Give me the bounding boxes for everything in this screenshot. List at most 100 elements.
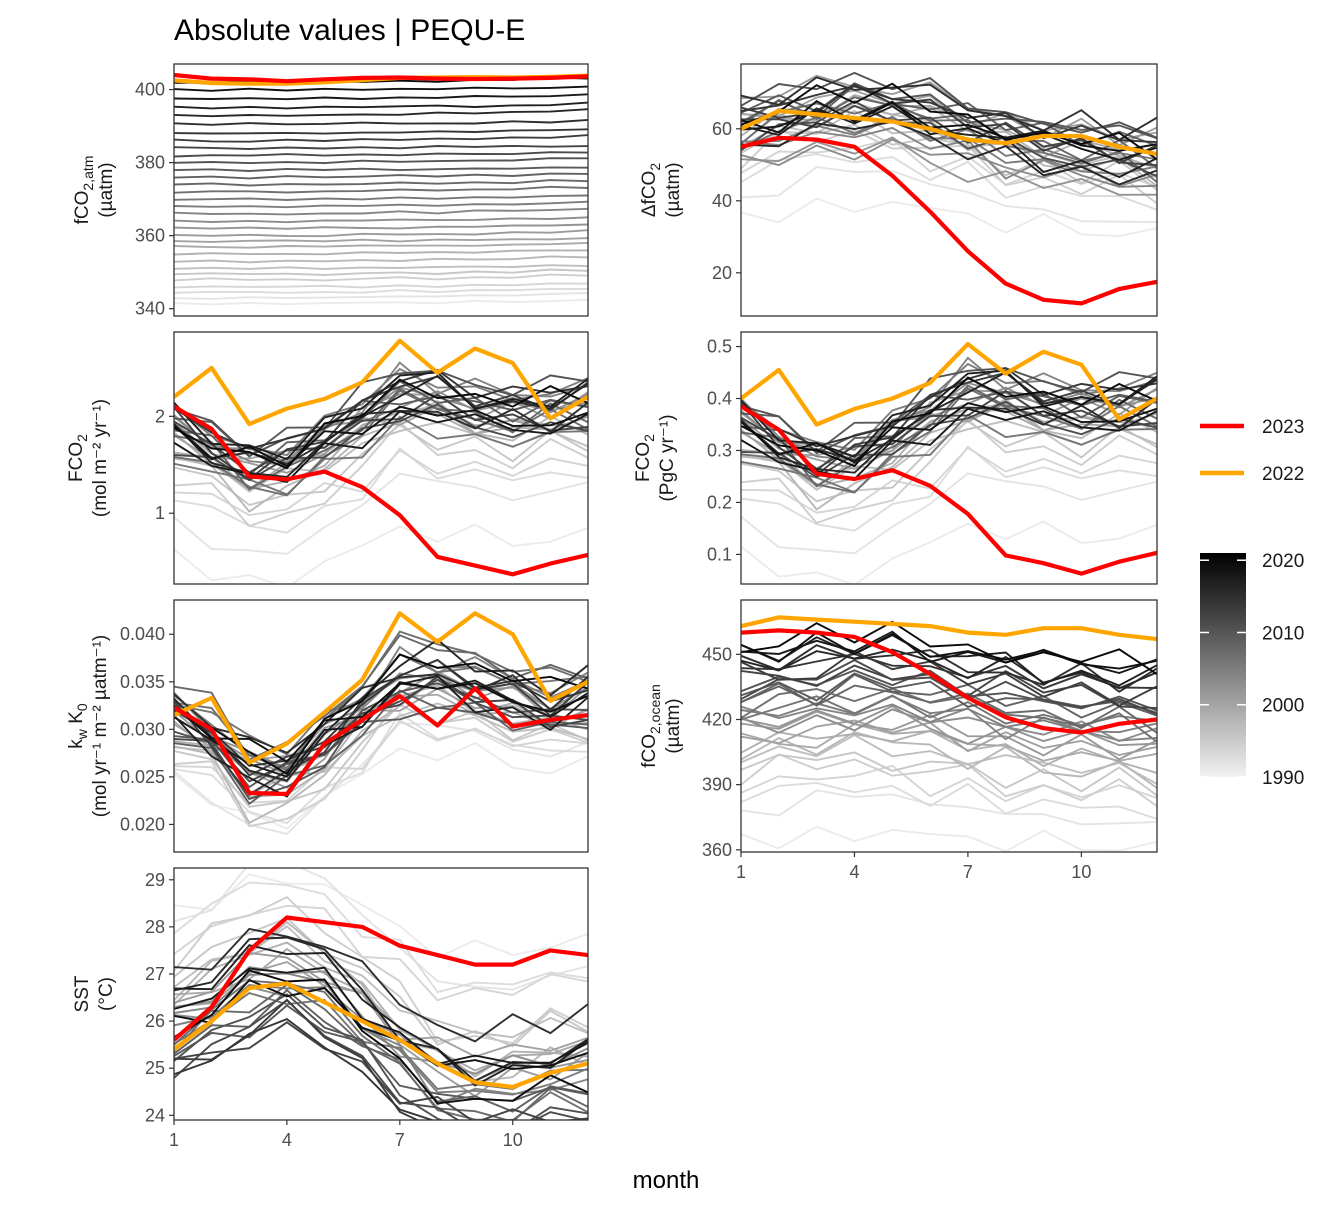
series-line-year-1991 <box>174 868 588 991</box>
series-line-year-2008 <box>174 387 588 491</box>
series-line-year-1998 <box>174 249 588 256</box>
series-line-year-2011 <box>741 71 1157 139</box>
series-line-year-2002 <box>174 223 588 230</box>
series-line-year-2009 <box>174 689 588 806</box>
series-line-year-2019 <box>174 410 588 483</box>
series-line-year-2017 <box>174 108 588 118</box>
y-tick-label: 2 <box>155 406 165 426</box>
series-line-year-1994 <box>741 418 1157 525</box>
series-line-year-2004 <box>174 207 588 216</box>
y-axis-title-main: fCO2,atm <box>72 156 96 225</box>
series-line-year-2012 <box>174 999 588 1120</box>
series-line-2022 <box>174 981 588 1090</box>
series-line-year-2015 <box>174 128 588 135</box>
series-line-year-2011 <box>174 157 588 165</box>
series-line-year-1996 <box>174 264 588 270</box>
series-line-year-1998 <box>741 729 1157 774</box>
y-tick-label: 40 <box>712 191 732 211</box>
series-line-year-2017 <box>741 648 1157 690</box>
series-line-year-2021 <box>741 376 1157 468</box>
legend-label-2022: 2022 <box>1262 464 1304 485</box>
y-tick-label: 26 <box>145 1011 165 1031</box>
series-line-year-2015 <box>741 85 1157 144</box>
series-line-year-2006 <box>174 415 588 496</box>
panel-border <box>173 331 589 585</box>
series-line-year-1991 <box>174 291 588 300</box>
series-line-year-1994 <box>174 895 588 1045</box>
series-line-year-2008 <box>174 983 588 1120</box>
series-line-year-2012 <box>174 403 588 482</box>
series-line-2023 <box>741 628 1157 735</box>
series-line-year-1995 <box>174 423 588 507</box>
series-line-year-1993 <box>741 446 1157 514</box>
y-tick-label: 0.020 <box>120 814 165 834</box>
series-line-year-1995 <box>174 703 588 808</box>
series-line-year-2001 <box>741 710 1157 761</box>
x-tick-label: 10 <box>1071 862 1091 882</box>
series-line-year-2014 <box>741 650 1157 707</box>
x-tick-label: 7 <box>395 1130 405 1150</box>
series-line-year-2017 <box>741 120 1157 186</box>
x-tick-label: 4 <box>282 1130 292 1150</box>
series-line-year-2020 <box>174 682 588 763</box>
y-axis-title-unit: (°C) <box>96 977 117 1011</box>
series-line-year-1992 <box>741 445 1157 532</box>
plot-area <box>174 868 588 1120</box>
series-line-year-2011 <box>174 993 588 1120</box>
series-line-year-1990 <box>174 523 588 584</box>
series-line-2022 <box>174 338 588 427</box>
series-line-year-2000 <box>174 237 588 243</box>
series-line-year-2014 <box>174 375 588 481</box>
series-line-year-2020 <box>174 405 588 468</box>
series-line-year-2009 <box>174 988 588 1113</box>
series-line-year-1993 <box>174 448 588 517</box>
y-axis-title-main: FCO2 <box>633 434 657 482</box>
series-line-year-1990 <box>174 873 588 959</box>
plot-area <box>174 338 588 584</box>
y-tick-label: 400 <box>135 80 165 100</box>
series-line-year-2021 <box>174 378 588 470</box>
series-line-year-1995 <box>174 268 588 276</box>
y-tick-label: 0.025 <box>120 767 165 787</box>
plot-area <box>174 611 588 835</box>
series-line-year-2018 <box>174 371 588 461</box>
series-line-year-1993 <box>741 764 1157 803</box>
y-tick-label: 1 <box>155 503 165 523</box>
x-tick-label: 10 <box>503 1130 523 1150</box>
y-axis-title-unit: (µatm) <box>96 162 117 217</box>
y-axis-title-unit: (PgC yr⁻¹) <box>657 414 678 501</box>
series-line-2023 <box>174 915 588 1042</box>
series-line-year-2012 <box>741 400 1157 479</box>
plot-area <box>741 341 1157 584</box>
series-line-year-2001 <box>741 74 1157 147</box>
series-line-year-2019 <box>174 966 588 1065</box>
series-line-year-2010 <box>174 1004 588 1102</box>
series-line-year-1993 <box>174 282 588 289</box>
y-tick-label: 450 <box>702 644 732 664</box>
series-line-year-2013 <box>174 1021 588 1120</box>
series-line-year-2013 <box>741 104 1157 167</box>
series-line-year-2006 <box>741 413 1157 494</box>
series-line-year-2020 <box>741 402 1157 464</box>
series-line-year-1992 <box>741 781 1157 820</box>
colorbar-label-2010: 2010 <box>1262 623 1304 644</box>
panel-sst: 24 25 26 27 28 29 1 4 7 10 SST (°C) <box>72 867 589 1150</box>
panel-border <box>740 63 1158 317</box>
x-tick-label: 7 <box>963 862 973 882</box>
y-axis-title-main: ΔfCO2 <box>639 163 663 217</box>
panel-kwk0: 0.020 0.025 0.030 0.035 0.040 kw K0 (mol yr⁻¹ … <box>66 599 589 853</box>
series-line-year-2016 <box>741 644 1157 693</box>
series-line-year-1992 <box>741 153 1157 211</box>
series-line-year-1991 <box>174 472 588 555</box>
series-line-year-2005 <box>174 200 588 209</box>
series-line-year-1999 <box>174 241 588 249</box>
series-line-2022 <box>174 611 588 765</box>
panel-border <box>740 599 1158 853</box>
y-axis-title: kw K0 (mol yr⁻¹ m⁻² µatm⁻¹) <box>66 635 111 817</box>
y-tick-label: 20 <box>712 263 732 283</box>
series-line-year-2020 <box>741 631 1157 670</box>
series-line-year-1997 <box>174 255 588 264</box>
series-line-2022 <box>741 108 1157 157</box>
series-line-year-2003 <box>174 216 588 224</box>
